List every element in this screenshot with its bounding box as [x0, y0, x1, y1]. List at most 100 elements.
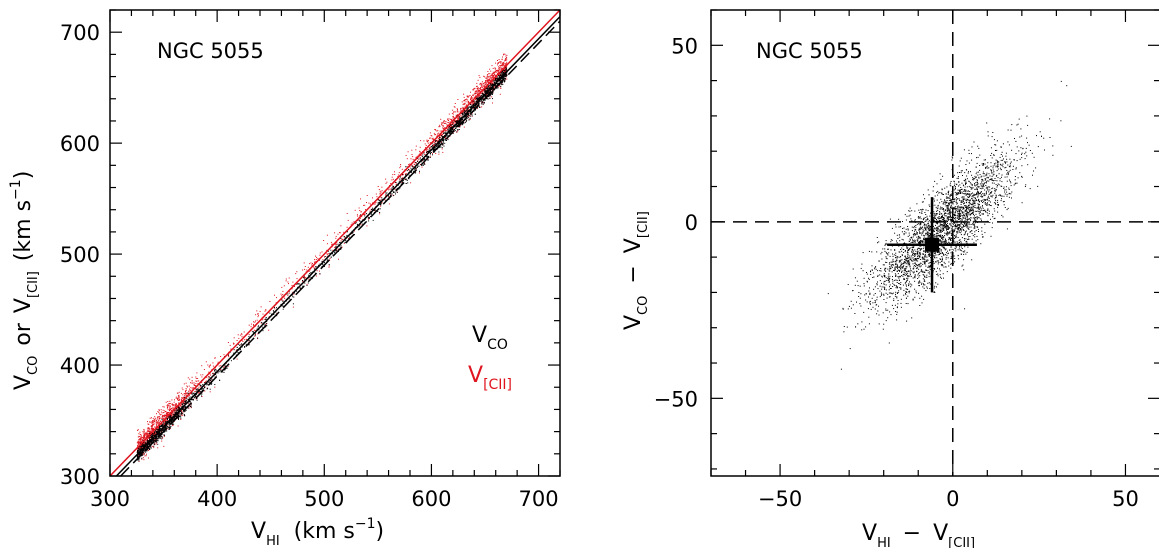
data-point	[364, 204, 366, 206]
data-point	[486, 88, 488, 90]
data-point	[506, 78, 508, 80]
data-point	[142, 443, 144, 445]
data-point	[366, 202, 367, 203]
data-point	[168, 404, 170, 406]
left-scatter-points	[136, 53, 508, 462]
data-point	[142, 439, 144, 441]
data-point	[170, 426, 172, 428]
data-point	[447, 129, 449, 131]
data-point	[166, 405, 168, 407]
data-point	[461, 124, 463, 126]
data-point	[480, 92, 482, 94]
data-point	[460, 110, 462, 111]
data-point	[183, 397, 185, 399]
data-point	[506, 69, 508, 71]
data-point	[482, 101, 484, 103]
data-point	[377, 211, 379, 212]
data-point	[157, 447, 159, 449]
data-point	[183, 393, 185, 395]
data-point	[163, 415, 165, 417]
data-point	[192, 398, 194, 400]
data-point	[154, 419, 156, 421]
data-point	[236, 346, 238, 348]
data-point	[185, 400, 187, 402]
data-point	[209, 388, 211, 390]
data-point	[501, 74, 503, 76]
data-point	[389, 188, 391, 190]
data-point	[156, 424, 158, 426]
data-point	[506, 66, 508, 68]
data-point	[488, 92, 490, 94]
data-point	[140, 436, 142, 438]
data-point	[199, 386, 201, 388]
data-point	[281, 286, 283, 288]
data-point	[501, 65, 503, 67]
data-point	[253, 324, 255, 325]
data-point	[173, 417, 175, 419]
data-point	[431, 143, 433, 145]
data-point	[391, 179, 393, 181]
data-point	[485, 87, 487, 89]
data-point	[491, 82, 493, 84]
data-point	[385, 193, 387, 195]
data-point	[502, 67, 504, 69]
data-point	[490, 76, 492, 78]
data-point	[339, 241, 341, 243]
data-point	[489, 94, 491, 96]
data-point	[498, 82, 500, 84]
data-point	[274, 308, 276, 310]
data-point	[436, 130, 438, 132]
data-point	[196, 388, 198, 390]
data-point	[248, 324, 250, 326]
data-point	[474, 102, 476, 104]
data-point	[395, 182, 397, 183]
data-point	[458, 118, 460, 120]
data-point	[316, 256, 318, 258]
data-point	[248, 334, 250, 336]
data-point	[168, 424, 170, 426]
data-point	[157, 416, 159, 418]
data-point	[175, 410, 177, 412]
data-point	[195, 378, 197, 379]
data-point	[281, 305, 283, 307]
data-point	[486, 79, 488, 81]
data-point	[257, 333, 259, 335]
data-point	[214, 370, 216, 372]
data-point	[424, 154, 426, 156]
data-point	[500, 75, 502, 76]
data-point	[435, 141, 437, 143]
data-point	[257, 316, 259, 318]
data-point	[212, 365, 214, 367]
data-point	[409, 163, 411, 165]
data-point	[142, 436, 144, 438]
data-point	[222, 366, 224, 368]
data-point	[406, 170, 408, 172]
data-point	[194, 391, 196, 392]
data-point	[168, 407, 170, 409]
data-point	[481, 81, 483, 83]
data-point	[489, 97, 491, 99]
data-point	[138, 457, 140, 459]
data-point	[441, 135, 443, 137]
data-point	[150, 435, 152, 436]
data-point	[378, 202, 380, 203]
data-point	[410, 182, 412, 184]
data-point	[164, 423, 166, 425]
data-point	[197, 383, 199, 385]
data-point	[430, 152, 432, 153]
data-point	[466, 95, 468, 97]
data-point	[503, 72, 505, 74]
data-point	[482, 83, 484, 85]
data-point	[182, 389, 184, 391]
data-point	[169, 427, 171, 429]
data-point	[485, 91, 487, 93]
data-point	[253, 331, 254, 333]
data-point	[273, 311, 275, 313]
data-point	[374, 209, 376, 211]
data-point	[360, 211, 362, 213]
data-point	[148, 430, 150, 432]
data-point	[492, 73, 494, 75]
data-point	[461, 101, 463, 103]
data-point	[138, 454, 140, 456]
data-point	[143, 437, 145, 439]
